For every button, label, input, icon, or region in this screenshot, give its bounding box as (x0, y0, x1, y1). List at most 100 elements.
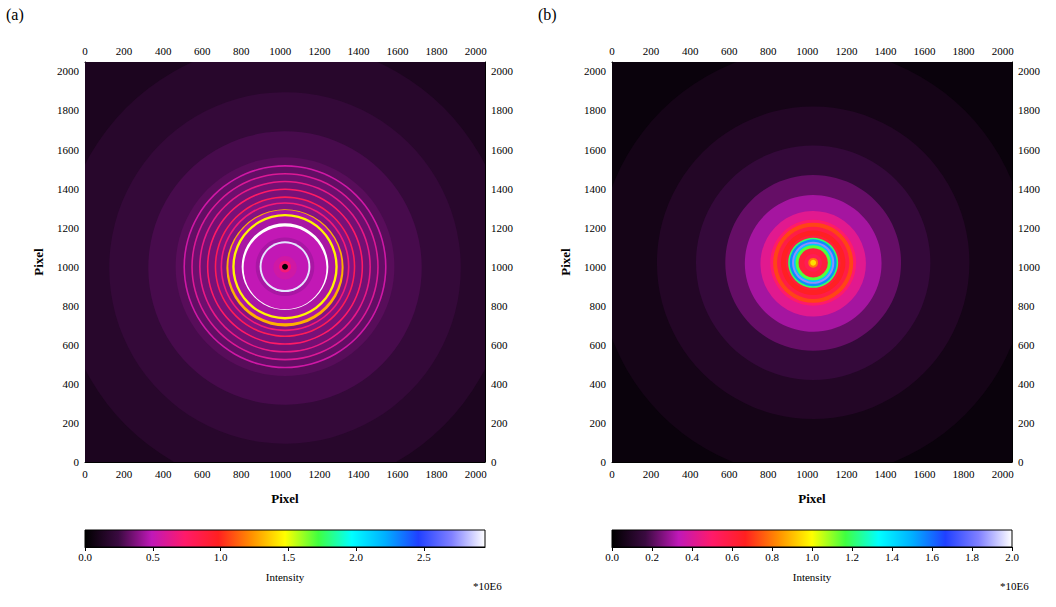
svg-text:1400: 1400 (347, 468, 370, 480)
svg-text:2000: 2000 (57, 65, 80, 77)
svg-text:2.0: 2.0 (1005, 551, 1019, 563)
svg-text:800: 800 (1018, 300, 1035, 312)
svg-text:0.5: 0.5 (146, 551, 160, 563)
svg-text:600: 600 (491, 339, 508, 351)
svg-text:1800: 1800 (953, 468, 976, 480)
svg-text:400: 400 (155, 45, 172, 57)
svg-text:800: 800 (491, 300, 508, 312)
svg-text:Pixel: Pixel (558, 248, 573, 276)
svg-text:1400: 1400 (347, 45, 370, 57)
svg-text:200: 200 (1018, 417, 1035, 429)
svg-text:0: 0 (609, 468, 615, 480)
svg-text:1.2: 1.2 (845, 551, 859, 563)
svg-text:1200: 1200 (491, 222, 514, 234)
svg-text:400: 400 (682, 45, 699, 57)
svg-text:0.4: 0.4 (685, 551, 699, 563)
svg-text:1400: 1400 (584, 183, 607, 195)
svg-text:1400: 1400 (874, 45, 897, 57)
svg-text:0.6: 0.6 (725, 551, 739, 563)
svg-text:400: 400 (155, 468, 172, 480)
svg-text:Intensity: Intensity (266, 571, 305, 583)
svg-text:600: 600 (194, 45, 211, 57)
svg-text:0: 0 (601, 456, 607, 468)
svg-text:0.0: 0.0 (605, 551, 619, 563)
svg-text:0.0: 0.0 (78, 551, 92, 563)
svg-text:2000: 2000 (992, 45, 1015, 57)
svg-text:400: 400 (1018, 378, 1035, 390)
svg-text:1000: 1000 (269, 45, 292, 57)
svg-text:1200: 1200 (835, 45, 858, 57)
svg-text:Intensity: Intensity (793, 571, 832, 583)
svg-text:1.0: 1.0 (214, 551, 228, 563)
svg-text:2000: 2000 (1018, 65, 1041, 77)
svg-text:1600: 1600 (914, 45, 937, 57)
svg-text:0.8: 0.8 (765, 551, 779, 563)
svg-text:1000: 1000 (796, 468, 819, 480)
svg-text:0: 0 (74, 456, 80, 468)
svg-text:1000: 1000 (269, 468, 292, 480)
svg-text:600: 600 (590, 339, 607, 351)
svg-text:400: 400 (63, 378, 80, 390)
svg-text:1000: 1000 (491, 261, 514, 273)
svg-text:800: 800 (590, 300, 607, 312)
svg-text:Pixel: Pixel (31, 248, 46, 276)
svg-text:1400: 1400 (491, 183, 514, 195)
svg-text:200: 200 (643, 468, 660, 480)
svg-text:1200: 1200 (308, 45, 331, 57)
svg-text:400: 400 (491, 378, 508, 390)
svg-text:1400: 1400 (57, 183, 80, 195)
svg-text:0.2: 0.2 (645, 551, 659, 563)
svg-text:1200: 1200 (57, 222, 80, 234)
svg-text:800: 800 (760, 45, 777, 57)
svg-text:1600: 1600 (584, 144, 607, 156)
svg-text:200: 200 (63, 417, 80, 429)
svg-text:200: 200 (643, 45, 660, 57)
svg-text:1600: 1600 (491, 144, 514, 156)
svg-text:2000: 2000 (491, 65, 514, 77)
svg-text:800: 800 (233, 45, 250, 57)
svg-text:1800: 1800 (426, 45, 449, 57)
svg-text:1600: 1600 (914, 468, 937, 480)
svg-text:0: 0 (82, 468, 88, 480)
svg-text:200: 200 (590, 417, 607, 429)
svg-text:1200: 1200 (1018, 222, 1041, 234)
svg-text:*10E6: *10E6 (1000, 580, 1029, 592)
svg-text:400: 400 (682, 468, 699, 480)
svg-text:2000: 2000 (584, 65, 607, 77)
svg-text:0: 0 (491, 456, 497, 468)
svg-text:600: 600 (194, 468, 211, 480)
svg-text:1800: 1800 (426, 468, 449, 480)
svg-text:0: 0 (1018, 456, 1024, 468)
svg-text:1600: 1600 (387, 45, 410, 57)
svg-text:1.4: 1.4 (885, 551, 899, 563)
svg-text:0: 0 (82, 45, 88, 57)
svg-text:2000: 2000 (465, 468, 488, 480)
svg-text:Pixel: Pixel (271, 491, 299, 506)
svg-text:2000: 2000 (465, 45, 488, 57)
svg-text:1800: 1800 (1018, 104, 1041, 116)
svg-text:1000: 1000 (1018, 261, 1041, 273)
svg-text:600: 600 (721, 45, 738, 57)
svg-text:1200: 1200 (835, 468, 858, 480)
svg-text:1800: 1800 (953, 45, 976, 57)
svg-text:1.8: 1.8 (965, 551, 979, 563)
svg-text:400: 400 (590, 378, 607, 390)
svg-text:1000: 1000 (57, 261, 80, 273)
svg-text:1800: 1800 (584, 104, 607, 116)
svg-text:800: 800 (760, 468, 777, 480)
svg-text:600: 600 (1018, 339, 1035, 351)
svg-text:1.6: 1.6 (925, 551, 939, 563)
svg-text:1400: 1400 (1018, 183, 1041, 195)
svg-text:(b): (b) (538, 6, 557, 24)
svg-text:0: 0 (609, 45, 615, 57)
svg-text:200: 200 (116, 45, 133, 57)
svg-text:*10E6: *10E6 (473, 580, 502, 592)
svg-text:1400: 1400 (874, 468, 897, 480)
svg-text:1.5: 1.5 (282, 551, 296, 563)
svg-text:1800: 1800 (491, 104, 514, 116)
svg-text:2.5: 2.5 (417, 551, 431, 563)
svg-text:200: 200 (116, 468, 133, 480)
svg-text:200: 200 (491, 417, 508, 429)
svg-text:1.0: 1.0 (805, 551, 819, 563)
svg-text:(a): (a) (6, 6, 24, 24)
